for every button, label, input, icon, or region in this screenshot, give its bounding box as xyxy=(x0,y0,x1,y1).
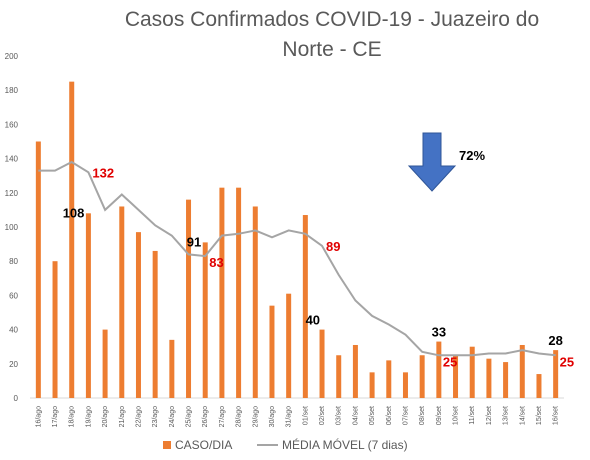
y-tick-label: 160 xyxy=(5,120,19,129)
bar xyxy=(519,344,525,398)
data-label: 89 xyxy=(326,239,340,254)
legend-label-line: MÉDIA MÓVEL (7 dias) xyxy=(282,437,408,452)
x-tick-label: 03/set xyxy=(336,406,343,425)
x-tick-label: 15/set xyxy=(536,406,543,425)
bar xyxy=(453,355,459,398)
data-label: 40 xyxy=(306,313,320,328)
x-tick-label: 18/ago xyxy=(69,406,76,428)
x-tick-label: 08/set xyxy=(419,406,426,425)
bar xyxy=(52,261,58,398)
bar xyxy=(553,350,559,398)
bar xyxy=(169,339,175,398)
bar xyxy=(202,242,208,398)
x-tick-label: 05/set xyxy=(369,406,376,425)
callout-text: 72% xyxy=(459,148,485,163)
y-tick-label: 180 xyxy=(5,86,19,95)
x-tick-label: 02/set xyxy=(319,406,326,425)
y-tick-label: 100 xyxy=(5,223,19,232)
bar xyxy=(369,372,375,398)
bar xyxy=(302,215,308,398)
x-tick-label: 28/ago xyxy=(236,406,243,428)
x-tick-label: 26/ago xyxy=(202,406,209,428)
bar xyxy=(336,355,342,398)
x-tick-label: 04/set xyxy=(352,406,359,425)
data-label: 25 xyxy=(560,354,574,369)
bar xyxy=(85,213,91,398)
down-arrow-icon xyxy=(407,132,457,192)
legend: CASO/DIA MÉDIA MÓVEL (7 dias) xyxy=(163,437,408,452)
data-label: 91 xyxy=(187,234,201,249)
x-tick-label: 17/ago xyxy=(52,406,59,428)
trend-callout: 72% xyxy=(407,132,485,192)
y-tick-label: 40 xyxy=(9,326,18,335)
moving-average-line xyxy=(38,160,556,357)
bar xyxy=(35,141,41,398)
plot-area: 0 20 40 60 80 100 120 140 160 180 200 16/ago 17/ago 1… xyxy=(5,52,574,427)
bar xyxy=(286,293,292,398)
bar xyxy=(402,372,408,398)
x-tick-label: 01/set xyxy=(302,406,309,425)
x-tick-label: 21/ago xyxy=(119,406,126,428)
x-tick-label: 25/ago xyxy=(186,406,193,428)
x-tick-label: 16/ago xyxy=(35,406,42,428)
y-tick-label: 60 xyxy=(9,291,18,300)
x-tick-label: 22/ago xyxy=(135,406,142,428)
bar xyxy=(152,250,158,398)
bar xyxy=(536,374,542,398)
x-tick-label: 14/set xyxy=(519,406,526,425)
y-tick-label: 140 xyxy=(5,155,19,164)
x-tick-label: 12/set xyxy=(486,406,493,425)
bar xyxy=(186,199,192,398)
data-label: 83 xyxy=(209,255,223,270)
x-tick-label: 24/ago xyxy=(169,406,176,428)
bar xyxy=(319,329,325,398)
x-tick-label: 19/ago xyxy=(85,406,92,428)
x-tick-label: 20/ago xyxy=(102,406,109,428)
bar xyxy=(469,346,475,398)
y-tick-label: 200 xyxy=(5,52,19,61)
x-tick-label: 16/set xyxy=(553,406,560,425)
bar xyxy=(269,305,275,398)
data-label: 33 xyxy=(432,325,446,340)
x-tick-label: 09/set xyxy=(436,406,443,425)
bar xyxy=(503,362,509,398)
bar xyxy=(436,341,442,398)
bar xyxy=(386,360,392,398)
y-tick-label: 0 xyxy=(14,394,19,403)
chart-title-line-2: Norte - CE xyxy=(282,38,381,61)
bar xyxy=(486,358,492,398)
bar xyxy=(352,344,358,398)
data-label: 25 xyxy=(443,354,457,369)
data-label: 108 xyxy=(63,205,85,220)
x-tick-label: 29/ago xyxy=(252,406,259,428)
x-tick-label: 13/set xyxy=(503,406,510,425)
bar xyxy=(419,355,425,398)
data-label: 132 xyxy=(92,165,114,180)
data-label: 28 xyxy=(548,333,562,348)
x-tick-label: 06/set xyxy=(386,406,393,425)
legend-label-bars: CASO/DIA xyxy=(175,438,232,452)
bar xyxy=(236,187,242,398)
y-tick-label: 20 xyxy=(9,360,18,369)
bar xyxy=(102,329,108,398)
bar xyxy=(219,187,225,398)
y-tick-label: 80 xyxy=(9,257,18,266)
x-tick-label: 27/ago xyxy=(219,406,226,428)
bar xyxy=(69,81,75,399)
bar xyxy=(252,206,258,398)
bar xyxy=(119,206,125,398)
x-tick-label: 10/set xyxy=(453,406,460,425)
x-tick-label: 11/set xyxy=(469,406,476,425)
bar xyxy=(135,232,141,398)
legend-swatch-bars xyxy=(163,441,171,449)
chart-title-line-1: Casos Confirmados COVID-19 - Juazeiro do xyxy=(125,8,539,31)
x-tick-label: 31/ago xyxy=(286,406,293,428)
x-tick-label: 23/ago xyxy=(152,406,159,428)
x-tick-label: 30/ago xyxy=(269,406,276,428)
x-tick-label: 07/set xyxy=(402,406,409,425)
y-tick-label: 120 xyxy=(5,189,19,198)
